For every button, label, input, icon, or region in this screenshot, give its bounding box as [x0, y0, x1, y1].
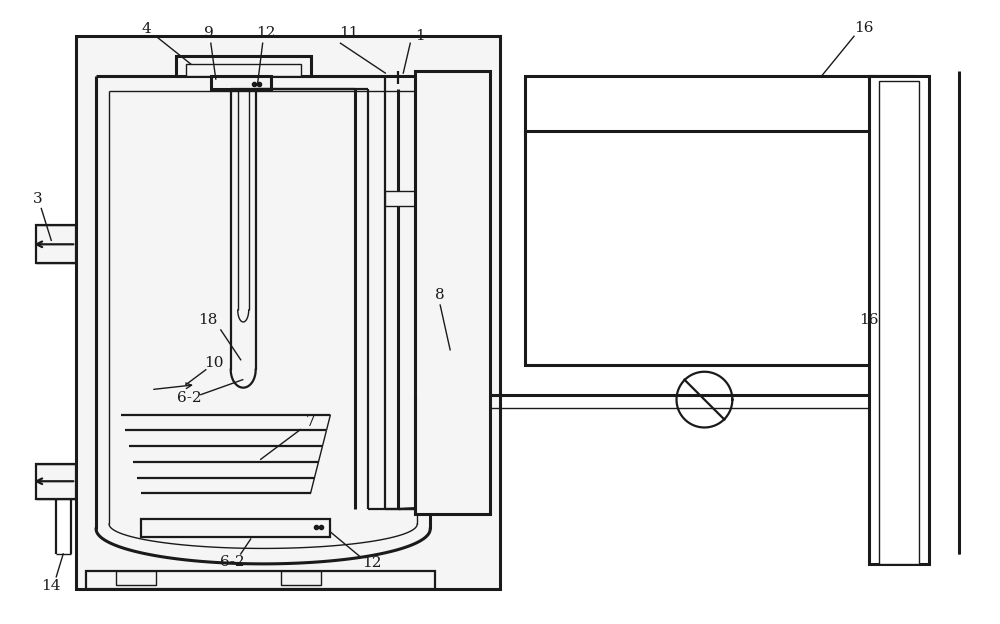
Text: 12: 12: [256, 26, 275, 40]
Text: 9: 9: [204, 26, 214, 40]
Text: 6-2: 6-2: [177, 391, 201, 404]
Bar: [525, 76, 874, 136]
Bar: [36, 225, 76, 263]
Text: 3: 3: [32, 192, 42, 205]
Text: 6-2: 6-2: [220, 555, 245, 569]
Bar: [141, 519, 330, 537]
Bar: [86, 571, 435, 589]
Bar: [116, 571, 156, 585]
Text: 11: 11: [339, 26, 358, 40]
Text: 16: 16: [859, 313, 879, 327]
Bar: [385, 190, 415, 207]
Bar: [211, 76, 271, 89]
Text: 10: 10: [204, 356, 224, 370]
Bar: [281, 571, 320, 585]
Text: 12: 12: [363, 556, 382, 570]
Text: 8: 8: [435, 288, 445, 302]
Text: 14: 14: [42, 579, 61, 593]
Bar: [186, 64, 301, 76]
Text: 4: 4: [141, 22, 151, 36]
Bar: [76, 36, 500, 589]
Text: 18: 18: [198, 313, 218, 327]
Bar: [869, 76, 929, 564]
Bar: [525, 131, 874, 365]
Bar: [415, 71, 490, 514]
Bar: [176, 56, 311, 76]
Text: 16: 16: [854, 21, 874, 36]
Bar: [36, 464, 76, 499]
Text: 1: 1: [415, 29, 425, 43]
Bar: [879, 81, 919, 564]
Text: 7: 7: [306, 414, 315, 429]
